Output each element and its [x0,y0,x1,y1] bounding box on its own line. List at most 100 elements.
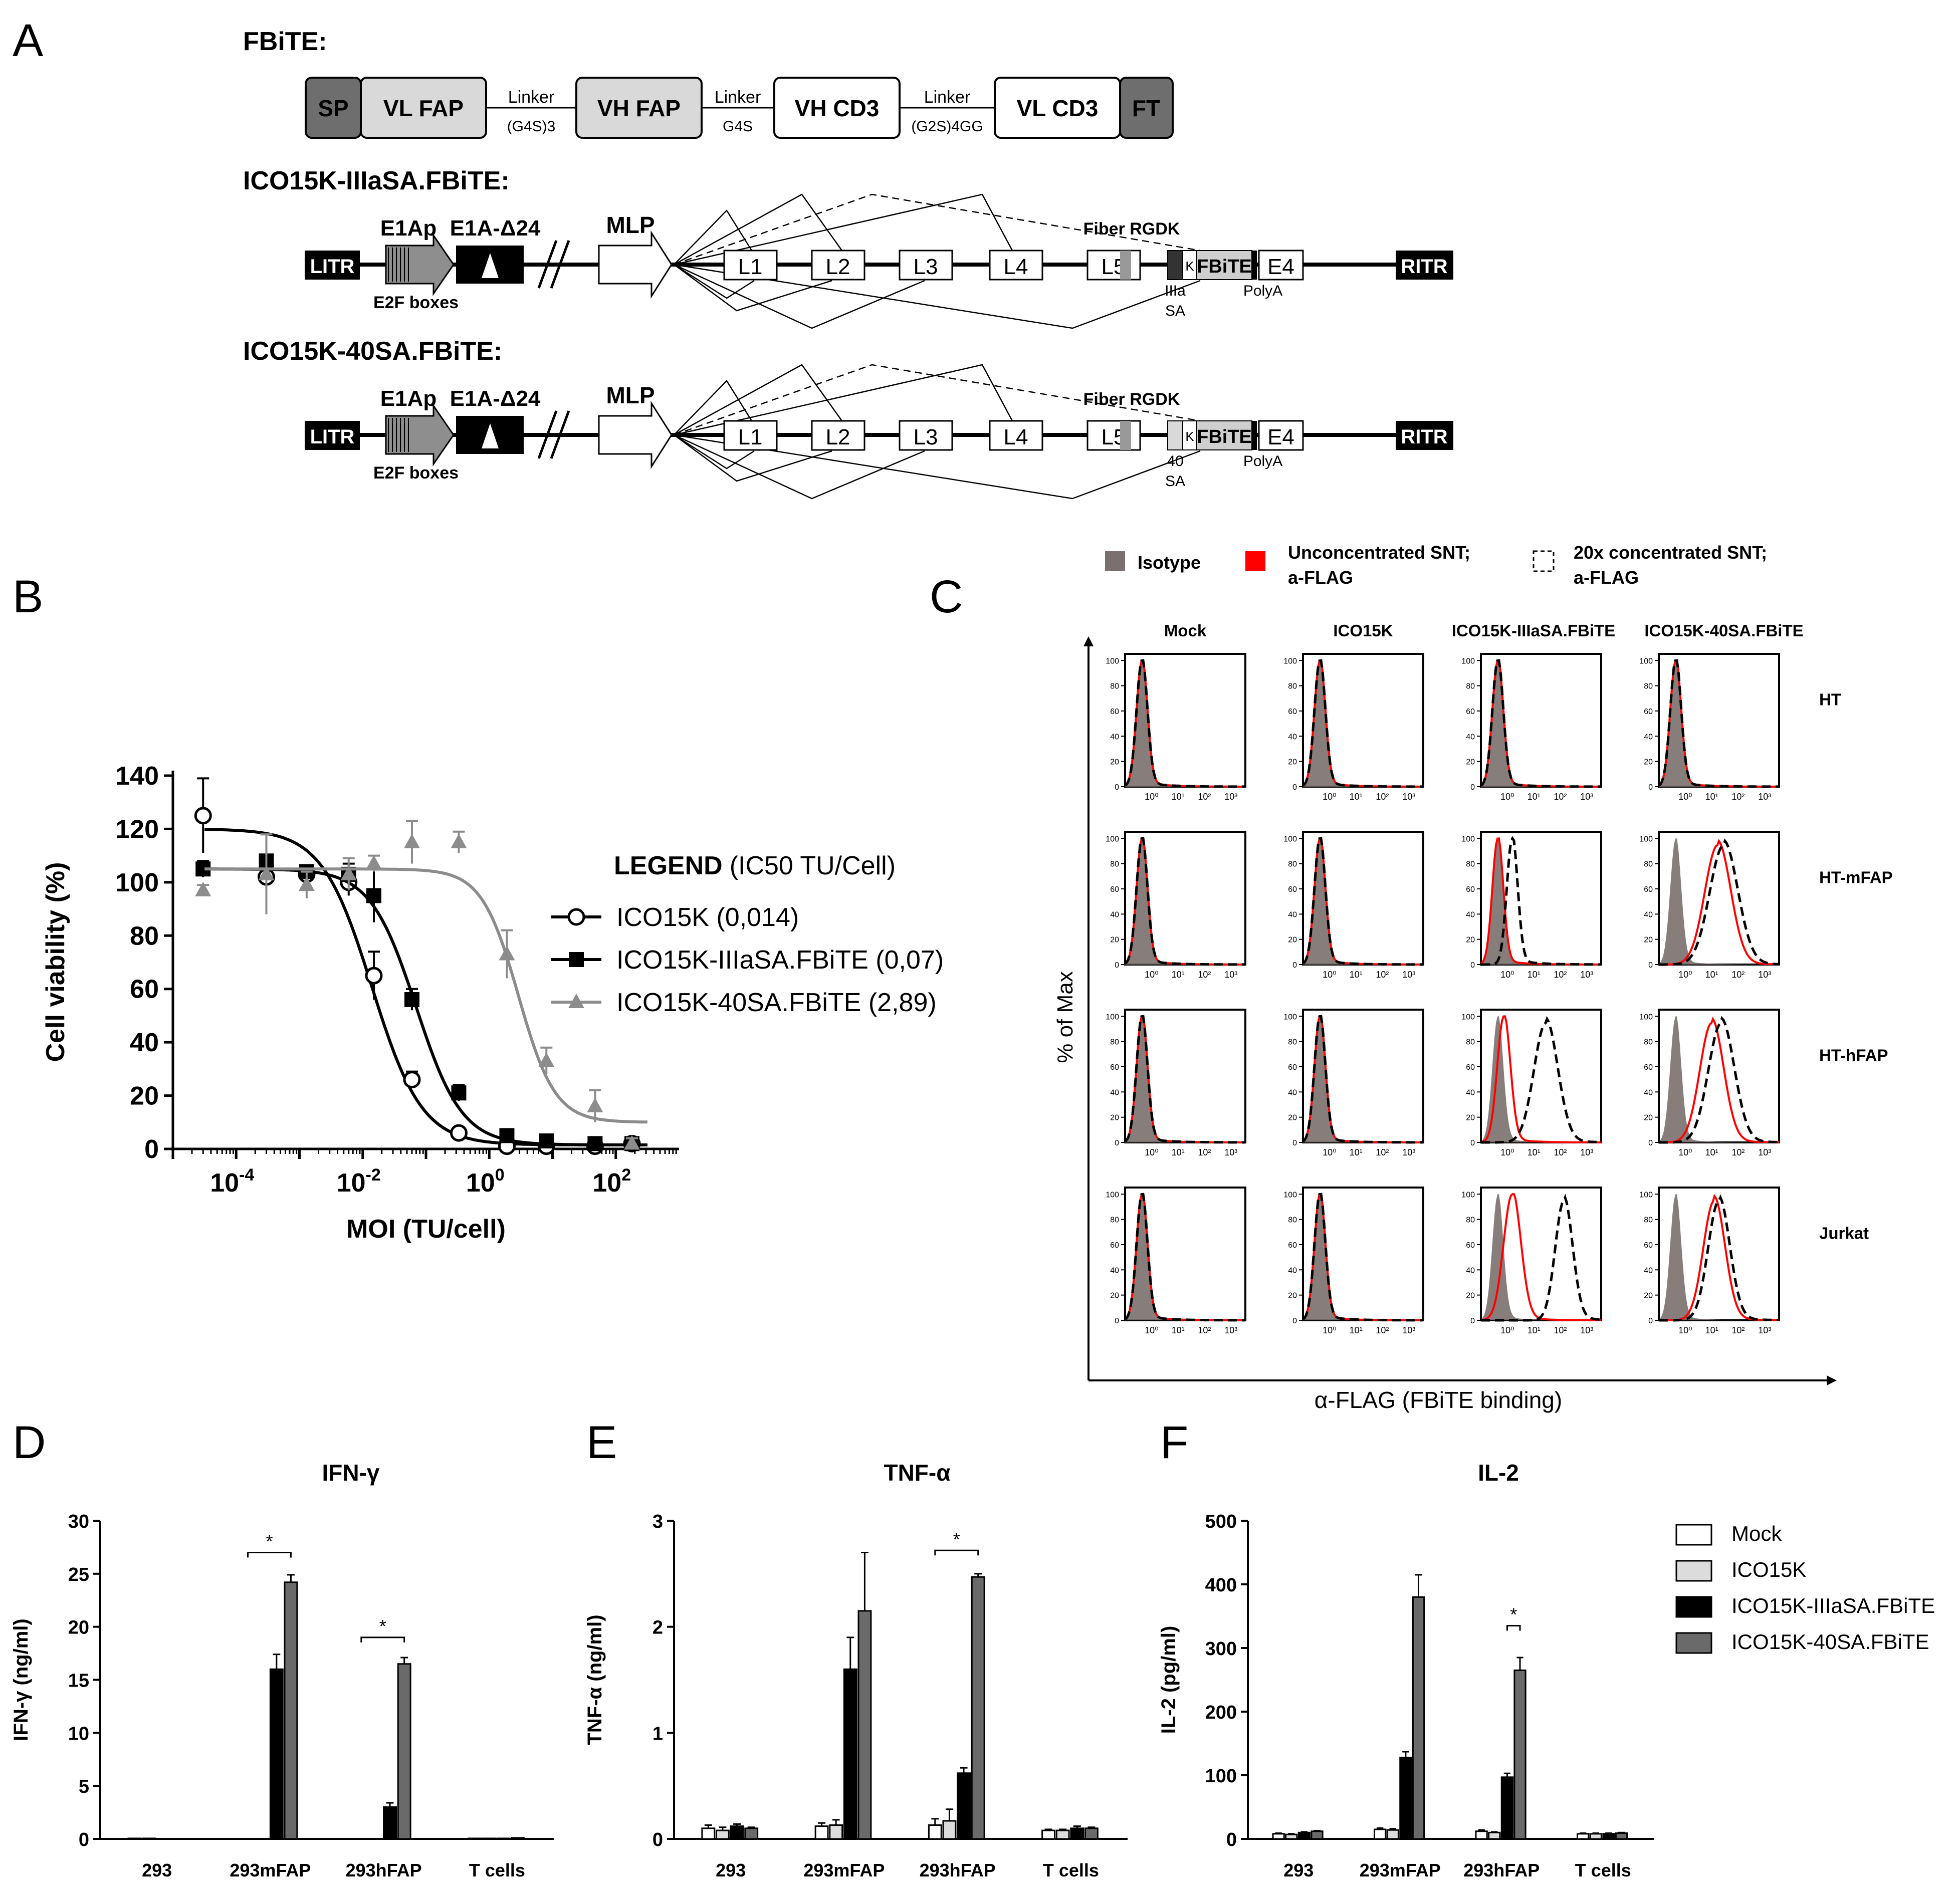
histogram-x-tick-label: 10¹ [1705,1325,1718,1335]
significance-star: * [379,1616,386,1636]
significance-star: * [266,1531,273,1552]
concentrated-histogram [1481,1016,1602,1144]
category-label: 293mFAP [230,1860,311,1880]
y-tick-label: 80 [130,921,159,951]
histogram-y-tick-label: 60 [1288,1063,1297,1072]
histogram-y-tick-label: 40 [1288,1088,1297,1097]
e2f-label: E2F boxes [373,463,459,483]
data-point [404,992,419,1007]
histogram-x-tick-label: 10² [1554,792,1567,802]
histogram-y-tick-label: 80 [1644,1038,1653,1047]
linker-3-sub: (G2S)4GG [911,118,983,135]
y-axis-label: % of Max [1053,971,1077,1063]
domain-vl-fap-label: VL FAP [383,95,464,121]
sa-label-2: SA [1165,303,1185,319]
histogram-x-tick-label: 10⁰ [1323,1147,1336,1157]
histogram-y-tick-label: 40 [1466,1266,1475,1275]
histogram-y-tick-label: 0 [1648,1317,1653,1325]
legend-subtitle: (IC50 TU/Cell) [730,851,896,880]
histogram-x-tick-label: 10⁰ [1145,1325,1158,1335]
legend-label: a-FLAG [1288,567,1353,588]
legend-label: ICO15K [1731,1558,1806,1581]
bar [1577,1833,1590,1840]
y-tick-label: 20 [68,1617,89,1638]
histogram-x-tick-label: 10⁰ [1678,970,1692,980]
isotype-histogram [1125,1194,1245,1320]
category-label: 293hFAP [920,1860,996,1880]
histogram-x-tick-label: 10³ [1402,1147,1415,1157]
isotype-histogram [1303,838,1423,965]
bar [1272,1833,1285,1840]
column-label: ICO15K-40SA.FBiTE [1644,621,1803,640]
histogram-x-tick-label: 10² [1554,1147,1567,1157]
fbite-gene-label: FBiTE [1197,256,1252,277]
y-tick-label: 0 [1226,1829,1237,1850]
histogram-y-tick-label: 80 [1466,1038,1475,1047]
histogram-x-tick-label: 10⁰ [1678,1325,1692,1335]
legend-label: Mock [1731,1522,1782,1545]
y-tick-label: 1 [652,1723,663,1744]
histogram-y-tick-label: 20 [1288,936,1297,945]
histogram-x-tick-label: 10² [1731,970,1745,980]
histogram-y-tick-label: 60 [1110,1063,1119,1072]
panel-a: A FBiTE: SP VL FAP Linker (G4S)3 VH FAP … [13,15,1453,500]
histogram-y-tick-label: 80 [1466,1216,1475,1225]
y-tick-label: 400 [1205,1575,1237,1596]
histogram-x-tick-label: 10² [1376,792,1389,802]
sa-label-2: SA [1165,473,1185,490]
bar [1500,1776,1514,1840]
splice-acceptor-box [1167,250,1183,280]
y-tick-label: 2 [652,1617,663,1638]
histogram-y-tick-label: 100 [1461,835,1475,843]
data-point [539,1133,554,1149]
histogram-x-tick-label: 10² [1198,1147,1211,1157]
legend-title-main: LEGEND [614,851,723,880]
ritr-label: RITR [1401,256,1447,278]
histogram-y-tick-label: 60 [1466,885,1475,894]
y-tick-label: 200 [1205,1702,1237,1723]
splice-acceptor-box [1167,420,1183,450]
litr-box [305,421,360,450]
fiber-rgdk-mark [1120,421,1131,450]
fbite-domain-diagram: SP VL FAP Linker (G4S)3 VH FAP Linker G4… [305,77,1174,139]
concentrated-histogram [1302,1015,1423,1144]
e4-box [1258,420,1304,451]
histogram-y-tick-label: 20 [1644,758,1653,767]
kozak-label: K [1185,259,1194,274]
data-point [499,946,515,961]
data-point [403,1071,421,1089]
histogram-y-tick-label: 80 [1644,1216,1653,1225]
mlp-arrow [598,400,673,469]
histogram-y-tick-label: 80 [1288,682,1297,691]
fbite-title: FBiTE: [243,27,327,56]
data-point [298,876,315,891]
histogram-x-tick-label: 10⁰ [1500,970,1514,980]
late-gene-box [1086,420,1141,451]
bar [510,1837,525,1840]
unconcentrated-histogram [1659,1016,1780,1143]
late-gene-label: L3 [914,425,938,449]
histogram-x-tick-label: 10⁰ [1323,1325,1336,1335]
ritr-label: RITR [1401,426,1447,448]
histogram-x-tick-label: 10² [1554,970,1567,980]
x-tick-exponent: -2 [366,1165,381,1185]
late-gene-box [1086,250,1141,281]
late-gene-box [811,420,865,451]
histogram-y-tick-label: 100 [1461,1013,1475,1021]
histogram-y-tick-label: 60 [1466,1241,1475,1250]
histogram-y-tick-label: 60 [1110,708,1119,716]
histogram-x-tick-label: 10³ [1758,970,1771,980]
histogram-y-tick-label: 60 [1644,1063,1653,1072]
bar [269,1668,284,1840]
category-label: T cells [1575,1860,1631,1880]
histogram-y-tick-label: 100 [1283,657,1297,665]
bar [814,1825,829,1840]
histogram-x-tick-label: 10⁰ [1678,1147,1692,1157]
concentrated-histogram [1658,659,1779,788]
histogram-y-tick-label: 0 [1648,1139,1653,1147]
histogram-x-tick-label: 10² [1554,1325,1567,1335]
fbite-gene-label: FBiTE [1197,426,1252,447]
histogram-y-tick-label: 20 [1644,1114,1653,1122]
bar [1602,1833,1615,1840]
mlp-label: MLP [606,382,655,408]
